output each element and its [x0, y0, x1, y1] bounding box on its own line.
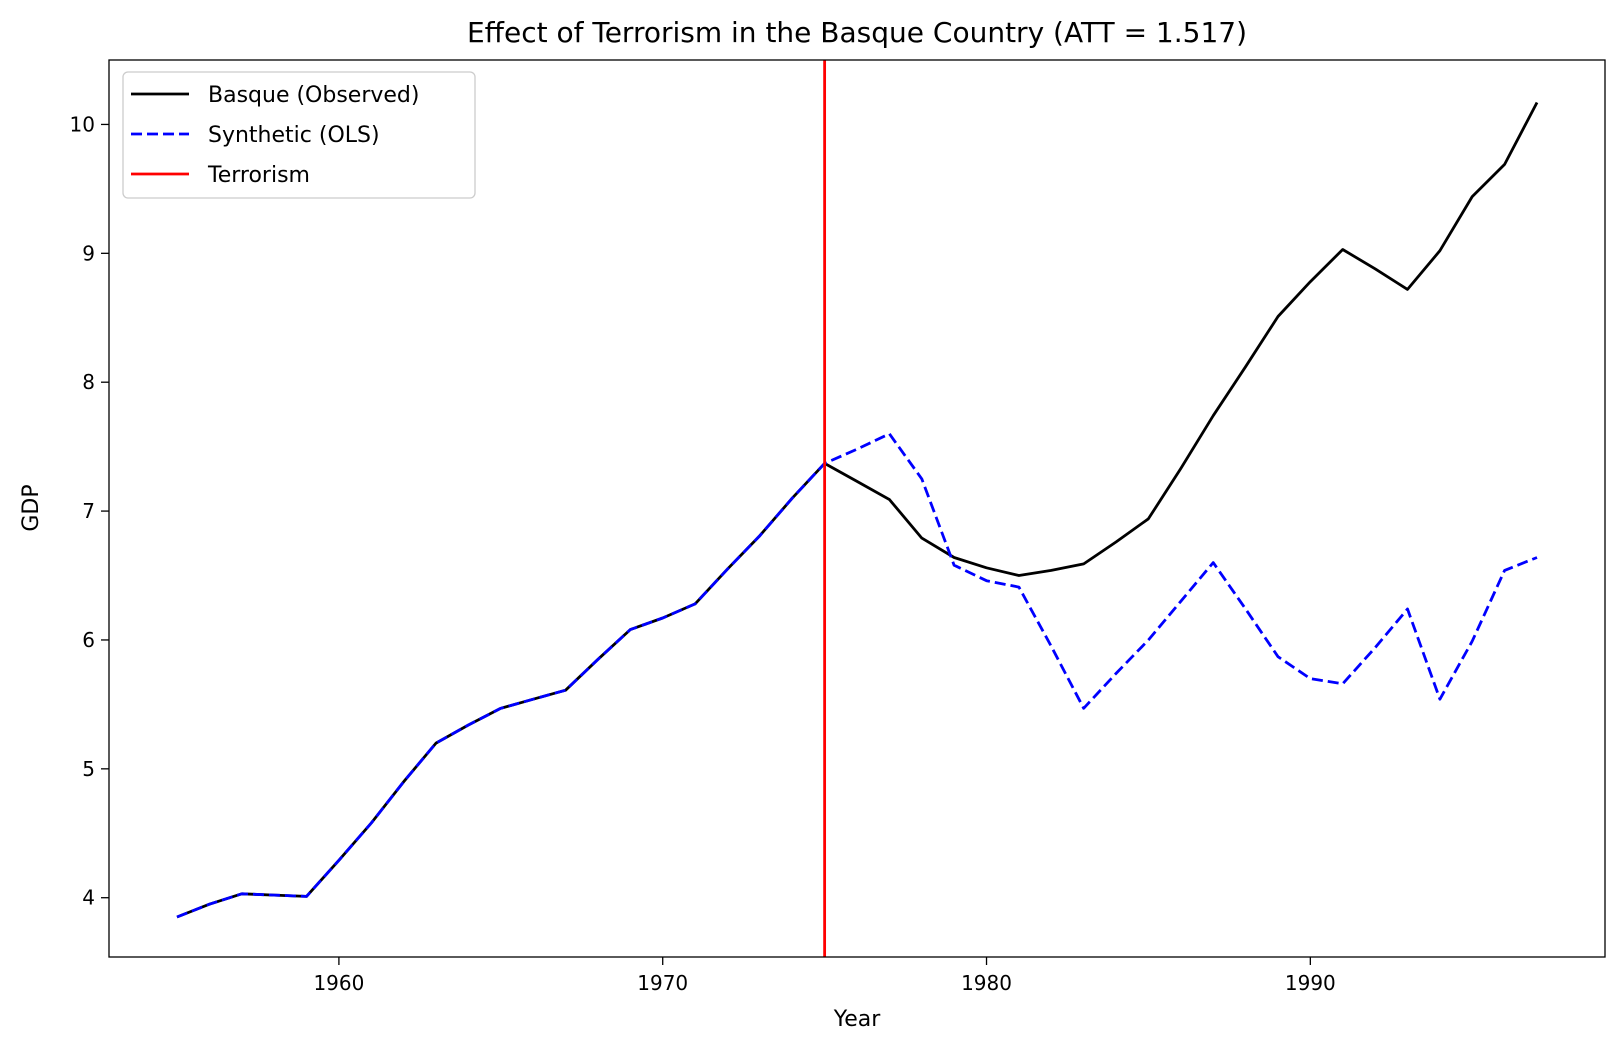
x-tick-label-1960: 1960: [313, 971, 364, 995]
y-tick-label-4: 4: [82, 886, 95, 910]
legend-label-synthetic: Synthetic (OLS): [208, 123, 380, 148]
x-tick-label-1990: 1990: [1285, 971, 1336, 995]
x-tick-label-1970: 1970: [637, 971, 688, 995]
x-axis-label: Year: [833, 1007, 882, 1032]
legend-box: [122, 71, 476, 199]
y-tick-label-7: 7: [82, 499, 95, 523]
y-tick-label-8: 8: [82, 370, 95, 394]
x-axis: 1960 1970 1980 1990: [313, 957, 1336, 995]
y-tick-label-5: 5: [82, 757, 95, 781]
series-line-basque-observed: [176, 101, 1539, 919]
plot-area: [176, 60, 1539, 957]
legend: Basque (Observed) Synthetic (OLS) Terror…: [122, 71, 476, 199]
y-tick-label-10: 10: [70, 112, 95, 136]
x-tick-label-1980: 1980: [961, 971, 1012, 995]
y-axis-label: GDP: [19, 484, 44, 531]
plot-frame: [108, 59, 1606, 958]
legend-label-terrorism: Terrorism: [207, 163, 310, 188]
y-tick-label-9: 9: [82, 241, 95, 265]
y-axis: 4 5 6 7 8 9 10: [70, 112, 109, 910]
legend-label-basque: Basque (Observed): [208, 83, 419, 108]
y-tick-label-6: 6: [82, 628, 95, 652]
chart-title: Effect of Terrorism in the Basque Countr…: [467, 16, 1247, 49]
